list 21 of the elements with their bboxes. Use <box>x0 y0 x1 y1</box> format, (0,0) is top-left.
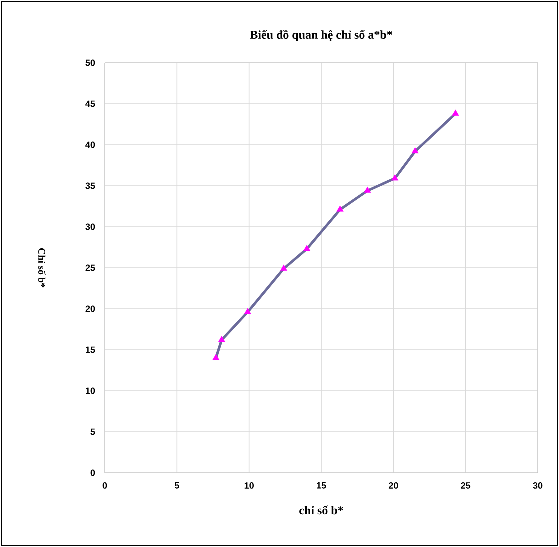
x-tick-label: 10 <box>244 482 254 489</box>
y-tick-label: 5 <box>90 428 96 436</box>
y-tick-label: 50 <box>86 60 96 66</box>
x-tick-label: 25 <box>461 482 471 489</box>
y-tick-label: 15 <box>86 346 96 354</box>
y-tick-label: 20 <box>86 306 96 312</box>
y-tick-label: 45 <box>86 100 96 108</box>
x-tick-label: 30 <box>533 482 543 489</box>
x-tick-label: 20 <box>388 482 398 489</box>
y-tick-label: 35 <box>86 182 96 190</box>
y-tick-label: 25 <box>86 264 96 272</box>
x-tick-label: 0 <box>102 482 108 489</box>
x-tick-label: 15 <box>317 482 326 489</box>
y-tick-label: 40 <box>86 142 96 148</box>
y-axis-title: Chỉ số b* <box>38 248 46 288</box>
chart-title: Biểu đồ quan hệ chỉ số a*b* <box>250 30 392 42</box>
x-axis-title: chỉ số b* <box>300 506 344 515</box>
y-tick-label: 10 <box>86 388 96 394</box>
y-tick-label: 30 <box>86 224 96 230</box>
y-tick-label: 0 <box>90 470 96 476</box>
x-tick-label: 5 <box>174 482 180 489</box>
